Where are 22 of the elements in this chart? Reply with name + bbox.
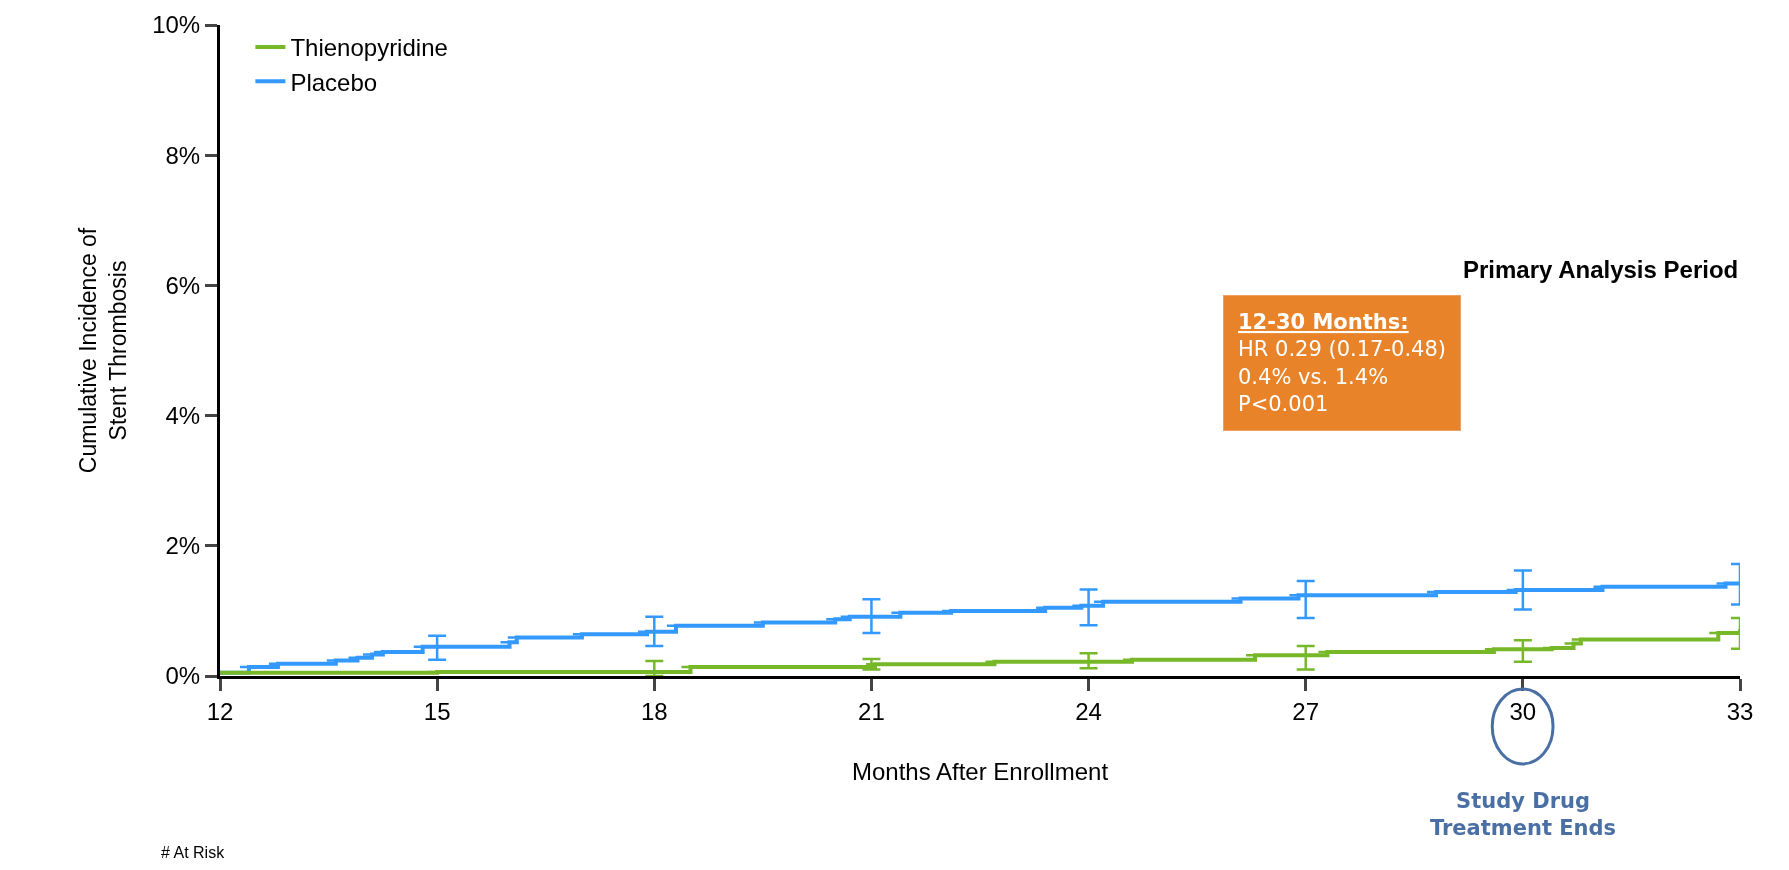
annotation: Primary Analysis Period (1463, 256, 1739, 283)
text: # At Risk (161, 844, 226, 861)
y-axis-title: Cumulative Incidence of Stent Thrombosis (74, 227, 131, 474)
text: Study Drug Treatment Ends (1430, 789, 1617, 841)
y-tick-label: 0% (165, 662, 201, 690)
y-tick-label: 4% (165, 402, 201, 429)
x-tick-label: 21 (858, 697, 885, 725)
y-tick-label: 2% (165, 532, 201, 560)
annotation: 12-30 Months: HR 0.29 (0.17-0.48) 0.4% vs. 1.4% P<0.001 (1238, 310, 1446, 416)
x-tick-label: 33 (1726, 697, 1754, 725)
x-tick-label: 27 (1292, 697, 1320, 725)
x-tick-label: 24 (1075, 697, 1102, 725)
x-tick-label: 18 (640, 697, 668, 725)
legend-label: Thienopyridine (290, 34, 448, 62)
y-tick-label: 8% (165, 141, 201, 169)
legend-label: Placebo (290, 68, 378, 96)
y-tick-label: 6% (165, 271, 201, 299)
x-axis-title: Months After Enrollment (851, 758, 1109, 786)
x-tick-label: 12 (206, 697, 234, 725)
x-tick-label: 30 (1509, 697, 1537, 725)
y-tick-label: 10% (152, 11, 201, 39)
x-tick-label: 15 (423, 697, 451, 725)
